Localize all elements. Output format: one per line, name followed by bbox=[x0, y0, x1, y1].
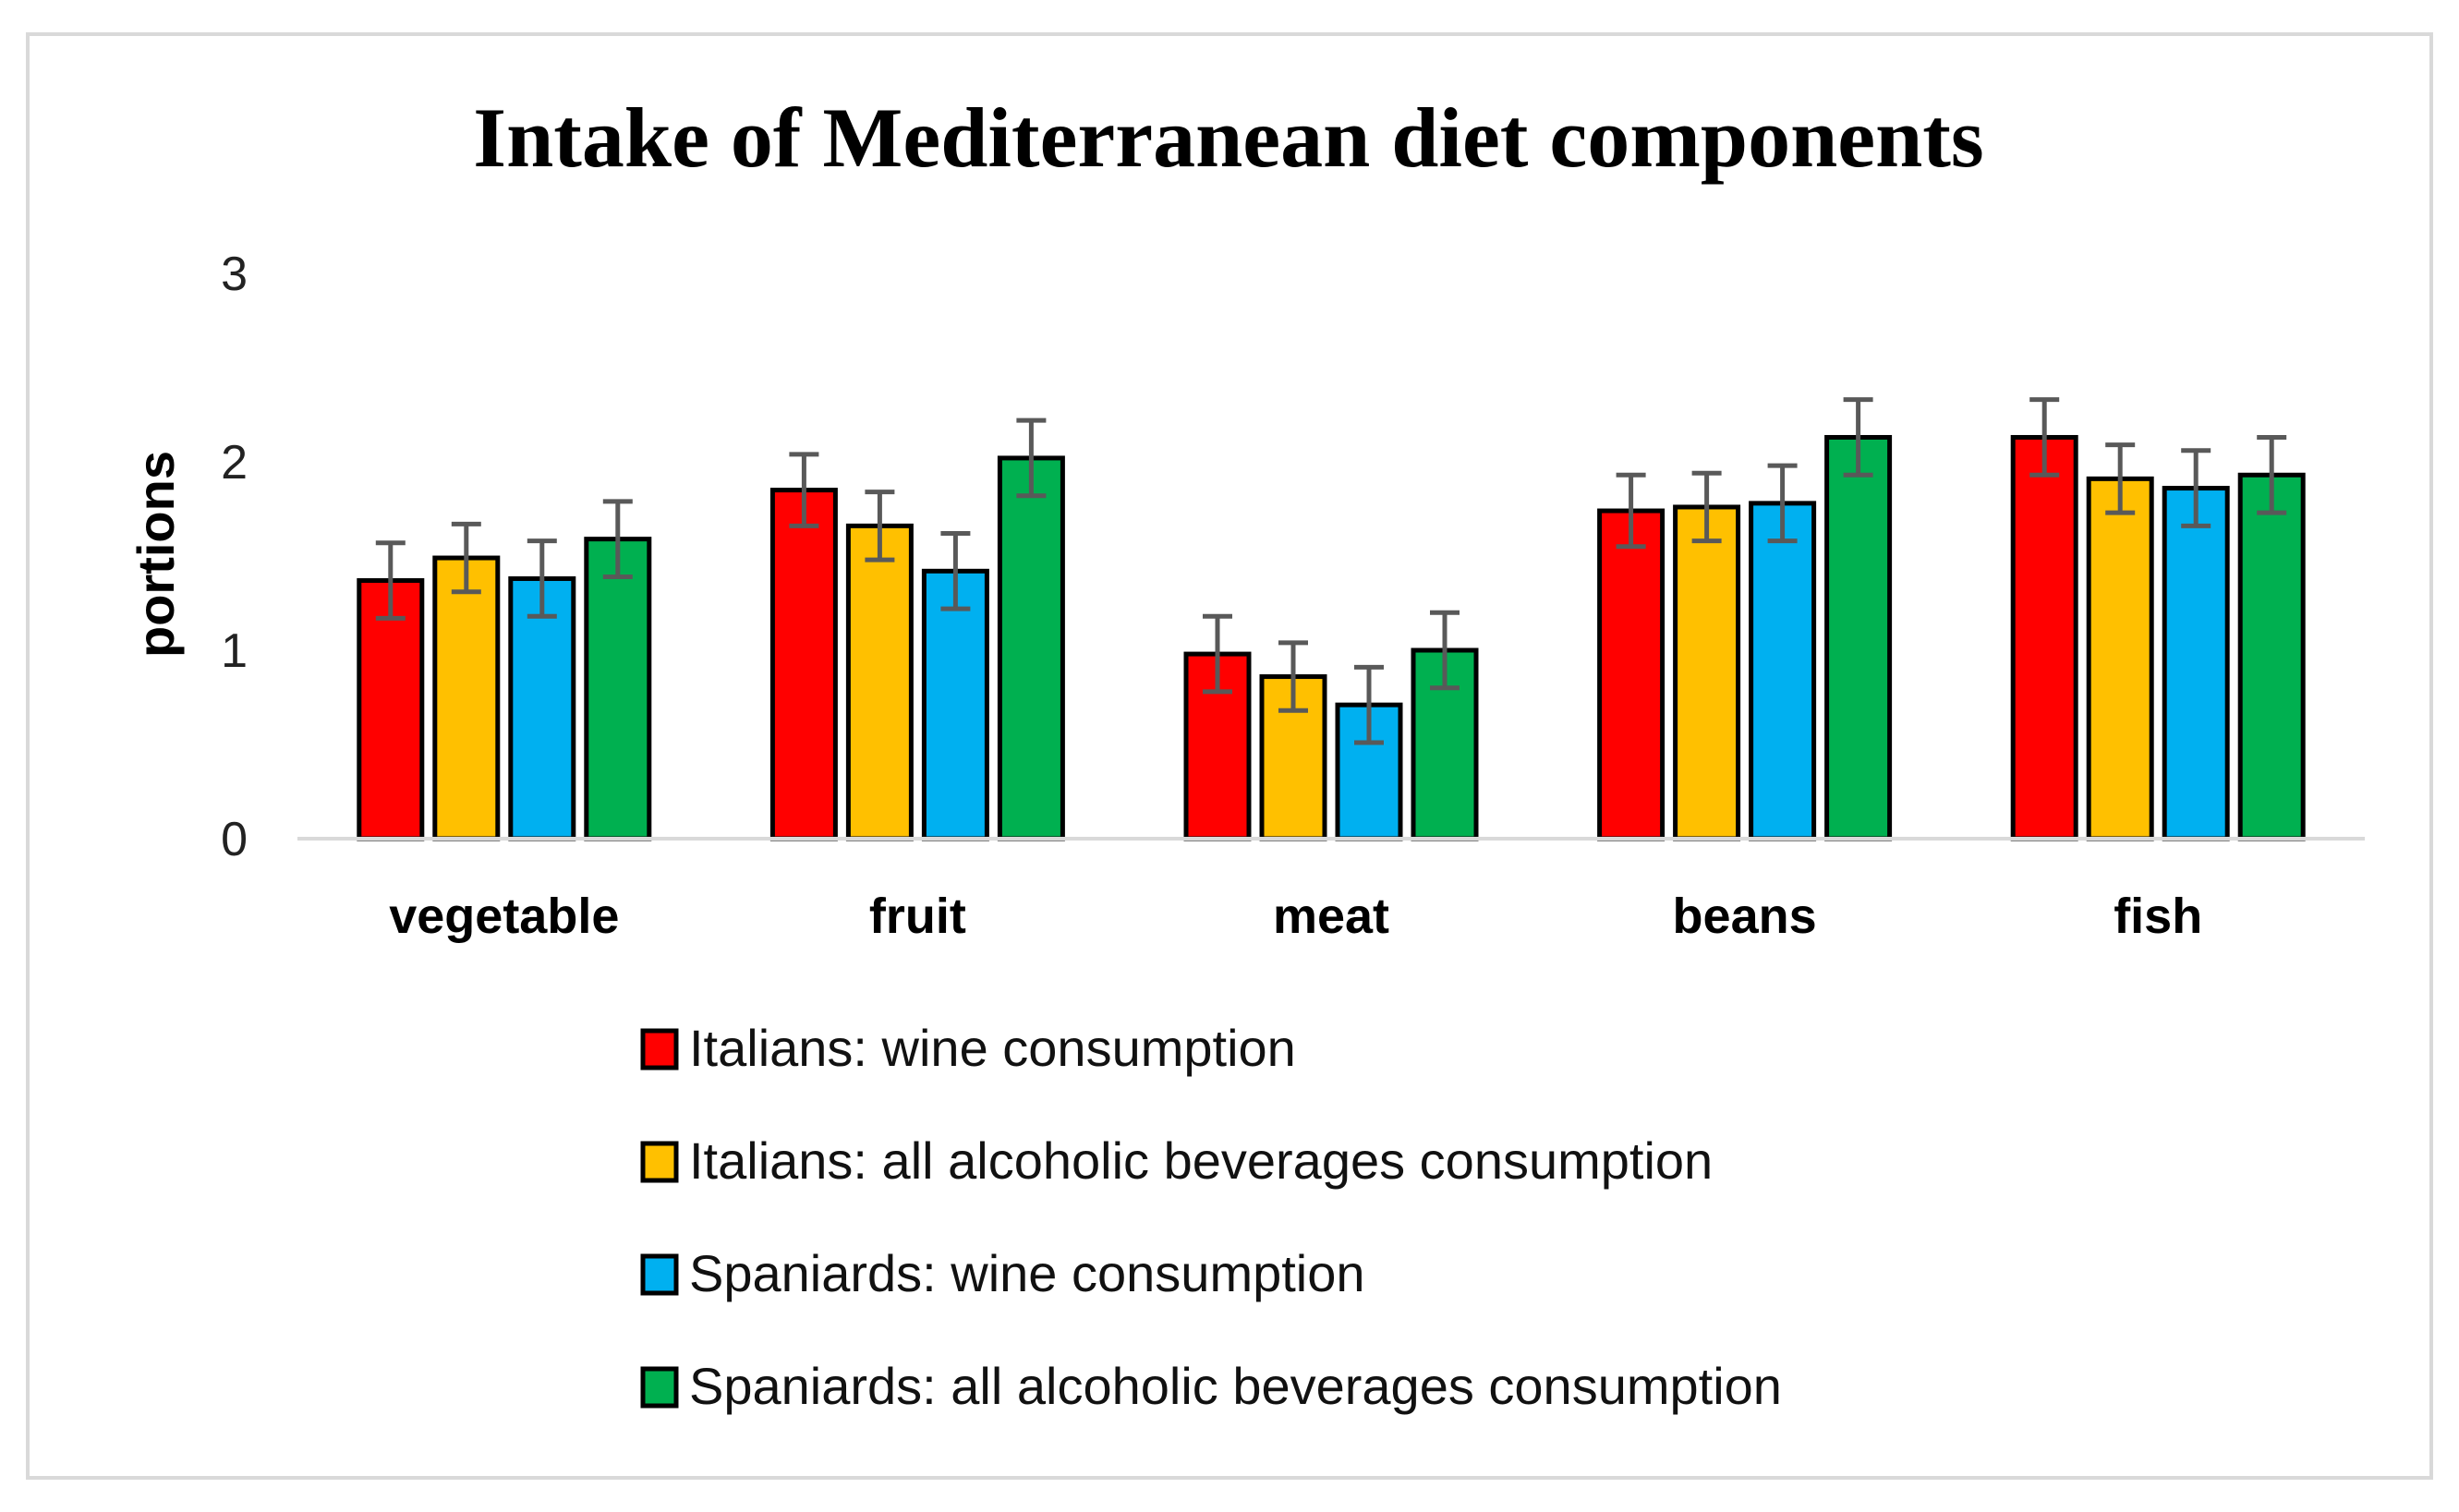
legend-label: Spaniards: all alcoholic beverages consu… bbox=[689, 1357, 1782, 1415]
legend-item: Spaniards: all alcoholic beverages consu… bbox=[640, 1357, 1782, 1415]
error-bar-beans-series-4 bbox=[1843, 397, 1873, 478]
legend-item: Italians: wine consumption bbox=[640, 1019, 1296, 1077]
bar-fruit-series-2 bbox=[845, 523, 914, 841]
bar-fish-series-1 bbox=[2010, 434, 2078, 841]
bar-beans-series-1 bbox=[1597, 508, 1666, 841]
error-bar-fruit-series-1 bbox=[789, 452, 819, 528]
bar-fish-series-2 bbox=[2086, 476, 2154, 841]
bars bbox=[357, 397, 2306, 841]
error-bar-fruit-series-3 bbox=[940, 531, 971, 611]
bar-beans-series-2 bbox=[1673, 504, 1741, 841]
legend-item: Italians: all alcoholic beverages consum… bbox=[640, 1131, 1713, 1190]
error-bar-vegetable-series-3 bbox=[527, 538, 557, 619]
y-axis-ticks: 0 1 2 3 bbox=[221, 248, 248, 866]
bar-fruit-series-3 bbox=[921, 568, 989, 841]
error-bar-beans-series-2 bbox=[1691, 470, 1722, 544]
error-bar-meat-series-1 bbox=[1203, 613, 1232, 695]
y-tick-label: 2 bbox=[221, 436, 248, 490]
error-bar-fish-series-2 bbox=[2105, 442, 2136, 515]
error-bar-beans-series-1 bbox=[1616, 472, 1646, 550]
error-bar-meat-series-2 bbox=[1278, 640, 1308, 713]
y-tick-label: 1 bbox=[221, 624, 248, 678]
bar-fruit-series-1 bbox=[769, 488, 838, 841]
bar-fruit-series-4 bbox=[997, 455, 1065, 841]
legend: Italians: wine consumption Italians: all … bbox=[640, 1019, 1782, 1415]
error-bar-vegetable-series-1 bbox=[375, 540, 406, 621]
bar-beans-series-4 bbox=[1824, 434, 1893, 841]
legend-swatch bbox=[640, 1028, 679, 1070]
x-tick-label-fruit: fruit bbox=[869, 889, 966, 944]
x-tick-label-vegetable: vegetable bbox=[389, 889, 619, 944]
legend-label: Italians: all alcoholic beverages consum… bbox=[689, 1131, 1713, 1190]
y-tick-label: 3 bbox=[221, 248, 248, 301]
legend-label: Spaniards: wine consumption bbox=[689, 1244, 1365, 1302]
legend-label: Italians: wine consumption bbox=[689, 1019, 1296, 1077]
bar-vegetable-series-3 bbox=[508, 575, 576, 841]
legend-swatch bbox=[640, 1141, 679, 1183]
error-bar-meat-series-4 bbox=[1430, 610, 1460, 691]
bar-beans-series-3 bbox=[1749, 501, 1817, 841]
error-bar-fruit-series-2 bbox=[865, 490, 895, 562]
error-bar-fish-series-4 bbox=[2257, 434, 2287, 515]
x-tick-label-fish: fish bbox=[2114, 889, 2202, 944]
y-tick-label: 0 bbox=[221, 813, 248, 866]
error-bar-fruit-series-4 bbox=[1016, 417, 1047, 499]
bar-vegetable-series-4 bbox=[584, 537, 652, 841]
error-bar-fish-series-3 bbox=[2181, 448, 2211, 528]
y-axis-label: portions bbox=[127, 451, 185, 658]
bar-fish-series-3 bbox=[2162, 486, 2230, 841]
x-axis: vegetable fruit meat beans fish bbox=[297, 837, 2365, 944]
error-bar-beans-series-3 bbox=[1767, 463, 1798, 544]
error-bar-meat-series-3 bbox=[1354, 664, 1384, 745]
error-bar-vegetable-series-4 bbox=[602, 499, 633, 579]
x-tick-label-beans: beans bbox=[1673, 889, 1817, 944]
error-bar-vegetable-series-2 bbox=[451, 521, 481, 595]
x-tick-label-meat: meat bbox=[1273, 889, 1389, 944]
bar-fish-series-4 bbox=[2237, 472, 2306, 841]
legend-swatch bbox=[640, 1366, 679, 1409]
bar-vegetable-series-2 bbox=[432, 555, 501, 841]
legend-swatch bbox=[640, 1253, 679, 1296]
legend-item: Spaniards: wine consumption bbox=[640, 1244, 1365, 1302]
error-bar-fish-series-1 bbox=[2029, 397, 2060, 478]
chart-title: Intake of Mediterranean diet components bbox=[473, 91, 1983, 185]
